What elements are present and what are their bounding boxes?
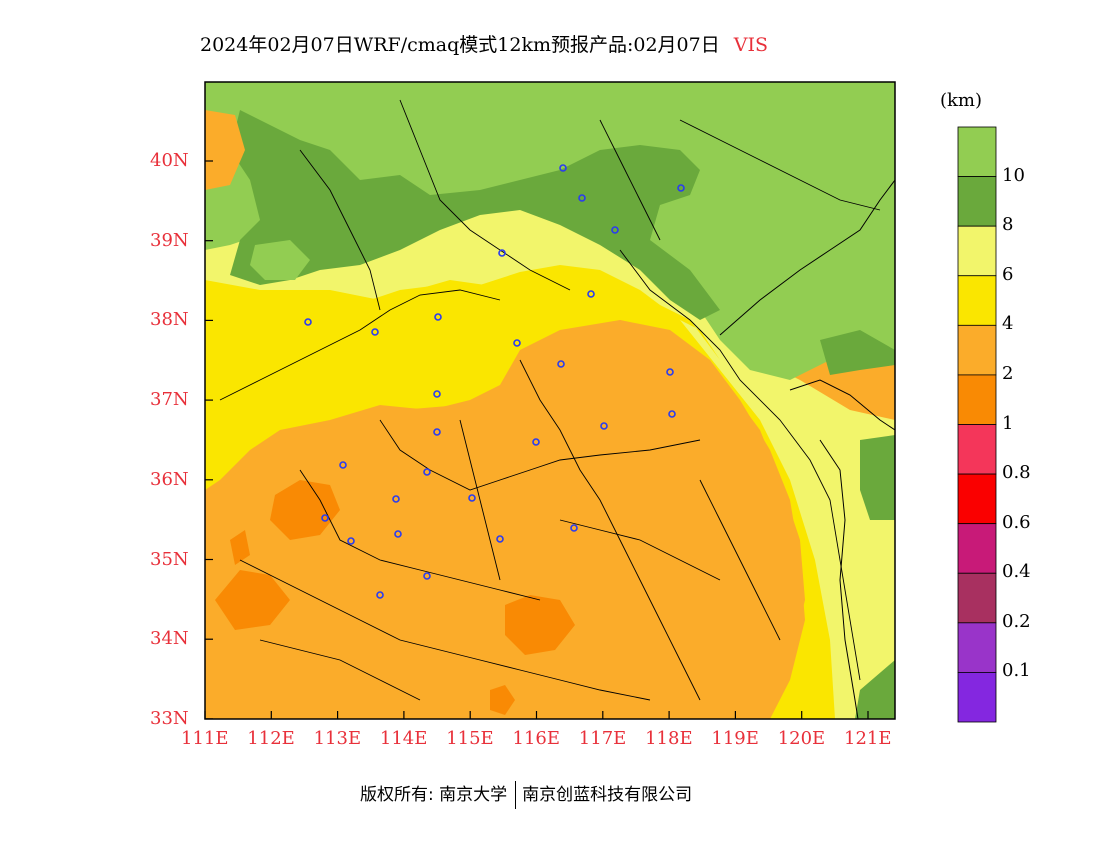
city-marker bbox=[570, 524, 578, 532]
colorbar-tick-label: 1 bbox=[1002, 412, 1014, 434]
colorbar-swatch bbox=[957, 324, 997, 376]
copyright-footer: 版权所有: 南京大学 南京创蓝科技有限公司 bbox=[360, 780, 692, 809]
city-marker bbox=[392, 495, 400, 503]
city-marker bbox=[423, 572, 431, 580]
lat-tick-label: 35N bbox=[150, 548, 189, 570]
city-marker bbox=[578, 194, 586, 202]
city-marker bbox=[587, 290, 595, 298]
colorbar bbox=[957, 126, 997, 723]
city-marker bbox=[468, 494, 476, 502]
colorbar-tick-label: 4 bbox=[1002, 313, 1014, 335]
map-title: 2024年02月07日WRF/cmaq模式12km预报产品:02月07日 VIS bbox=[200, 30, 768, 57]
city-marker bbox=[321, 514, 329, 522]
colorbar-tick-label: 2 bbox=[1002, 362, 1014, 384]
city-marker bbox=[433, 428, 441, 436]
city-marker bbox=[498, 249, 506, 257]
colorbar-swatch bbox=[957, 473, 997, 525]
lat-tick-label: 40N bbox=[150, 150, 189, 171]
city-marker bbox=[371, 328, 379, 336]
city-marker bbox=[600, 422, 608, 430]
colorbar-tick-label: 6 bbox=[1002, 263, 1014, 285]
city-marker bbox=[677, 184, 685, 192]
lon-tick-label: 120E bbox=[777, 728, 826, 749]
city-marker bbox=[394, 530, 402, 538]
city-marker bbox=[557, 360, 565, 368]
colorbar-tick-label: 0.8 bbox=[1002, 462, 1031, 484]
colorbar-swatch bbox=[957, 374, 997, 425]
lon-tick-label: 118E bbox=[645, 728, 693, 749]
city-marker bbox=[666, 368, 674, 376]
colorbar-unit: (km) bbox=[940, 90, 983, 111]
city-marker bbox=[611, 226, 619, 234]
city-marker bbox=[423, 468, 431, 476]
colorbar-tick-label: 0.6 bbox=[1002, 511, 1031, 533]
footer-separator bbox=[515, 781, 517, 809]
colorbar-tick-label: 0.1 bbox=[1002, 660, 1031, 682]
colorbar-tick-label: 10 bbox=[1002, 164, 1025, 186]
colorbar-swatch bbox=[957, 622, 997, 673]
lon-tick-label: 119E bbox=[711, 728, 759, 749]
lat-tick-label: 39N bbox=[150, 229, 189, 251]
footer-right: 南京创蓝科技有限公司 bbox=[522, 785, 693, 805]
city-marker bbox=[304, 318, 312, 326]
colorbar-swatch bbox=[957, 572, 997, 624]
lat-tick-label: 33N bbox=[150, 707, 189, 729]
colorbar-swatch bbox=[957, 225, 997, 277]
footer-left: 版权所有: 南京大学 bbox=[360, 785, 508, 805]
lon-tick-label: 116E bbox=[512, 728, 561, 749]
colorbar-tick-label: 0.4 bbox=[1002, 561, 1031, 583]
city-markers bbox=[304, 164, 685, 599]
lon-tick-label: 121E bbox=[844, 728, 892, 749]
lat-tick-label: 34N bbox=[150, 628, 189, 650]
lat-tick-label: 38N bbox=[150, 309, 189, 331]
colorbar-tick-label: 8 bbox=[1002, 214, 1014, 236]
lon-tick-label: 114E bbox=[379, 728, 428, 749]
city-marker bbox=[433, 390, 441, 398]
title-main: 2024年02月07日WRF/cmaq模式12km预报产品:02月07日 bbox=[200, 34, 720, 56]
colorbar-swatch bbox=[957, 126, 997, 177]
lat-tick-label: 36N bbox=[150, 468, 189, 490]
title-variable: VIS bbox=[733, 34, 768, 56]
city-marker bbox=[668, 410, 676, 418]
city-marker bbox=[347, 537, 355, 545]
colorbar-swatch bbox=[957, 275, 997, 326]
city-marker bbox=[496, 535, 504, 543]
city-marker bbox=[339, 461, 347, 469]
lat-tick-label: 37N bbox=[150, 389, 189, 411]
colorbar-swatch bbox=[957, 176, 997, 227]
forecast-field bbox=[205, 82, 895, 719]
lon-tick-label: 112E bbox=[247, 728, 295, 749]
lon-tick-label: 117E bbox=[578, 728, 627, 749]
city-marker bbox=[513, 339, 521, 347]
lon-tick-label: 111E bbox=[181, 728, 229, 749]
colorbar-swatch bbox=[957, 523, 997, 574]
city-marker bbox=[532, 438, 540, 446]
lon-tick-label: 115E bbox=[446, 728, 494, 749]
colorbar-tick-label: 0.2 bbox=[1002, 610, 1031, 632]
city-marker bbox=[376, 591, 384, 599]
colorbar-swatch bbox=[957, 424, 997, 475]
lon-tick-label: 113E bbox=[313, 728, 362, 749]
city-marker bbox=[434, 313, 442, 321]
city-marker bbox=[559, 164, 567, 172]
colorbar-swatch bbox=[957, 672, 997, 723]
